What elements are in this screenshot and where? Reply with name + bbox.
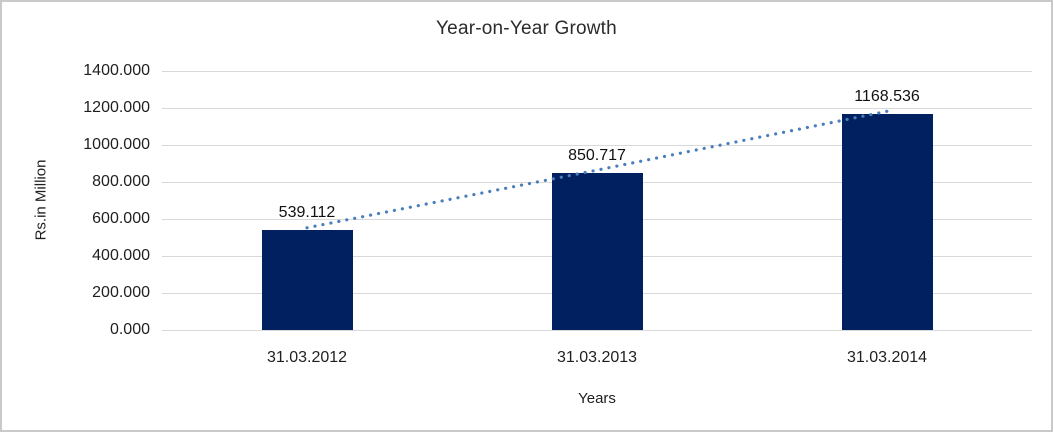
y-tick-label: 1000.000 (83, 136, 150, 153)
y-axis-title: Rs.in Million (32, 159, 50, 241)
gridline (162, 329, 1032, 331)
x-tick-label: 31.03.2013 (556, 349, 638, 366)
y-tick-label: 0.000 (109, 321, 150, 338)
chart-title: Year-on-Year Growth (436, 18, 617, 39)
x-tick-label: 31.03.2012 (266, 349, 348, 366)
y-tick-label: 1200.000 (83, 99, 150, 116)
y-tick-label: 200.000 (92, 284, 150, 301)
x-axis-title: Years (578, 390, 616, 407)
bar-31.03.2012 (261, 230, 353, 330)
gridline (162, 70, 1032, 72)
y-tick-label: 400.000 (92, 247, 150, 264)
bar-31.03.2013 (551, 172, 643, 330)
y-tick-label: 800.000 (92, 173, 150, 190)
bar-31.03.2014 (841, 113, 933, 330)
data-label: 539.112 (278, 204, 336, 222)
y-tick-label: 600.000 (92, 210, 150, 227)
gridline (162, 107, 1032, 109)
y-tick-label: 1400.000 (83, 62, 150, 79)
data-label: 1168.536 (854, 87, 920, 105)
x-tick-label: 31.03.2014 (846, 349, 928, 366)
data-label: 850.717 (568, 146, 626, 164)
